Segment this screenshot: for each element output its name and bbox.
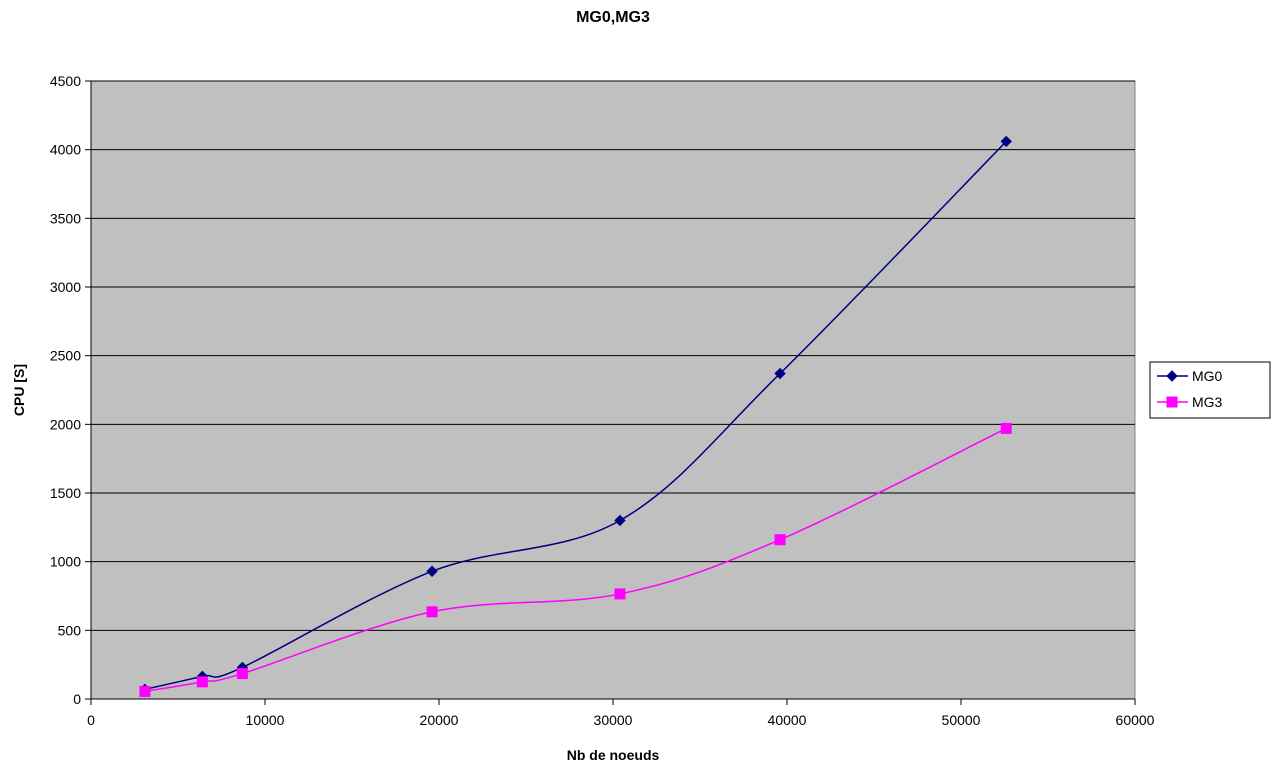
x-tick-label: 40000 — [768, 712, 807, 728]
data-point-mg0 — [1000, 135, 1012, 148]
x-tick-label: 60000 — [1116, 712, 1155, 728]
y-tick-label: 4000 — [50, 142, 81, 158]
y-tick-label: 500 — [58, 622, 82, 638]
data-point-mg3 — [236, 668, 248, 680]
data-point-mg3 — [426, 606, 438, 618]
gridlines — [91, 80, 1135, 631]
y-tick-label: 2000 — [50, 416, 81, 432]
plot-area — [90, 80, 1136, 700]
y-axis-title: CPU [S] — [11, 364, 27, 416]
legend-box — [1149, 361, 1271, 419]
series-markers — [139, 135, 1012, 697]
data-point-mg3 — [1000, 422, 1012, 434]
y-tick-label: 3500 — [50, 210, 81, 226]
series-lines — [144, 140, 1007, 693]
x-tick-label: 50000 — [942, 712, 981, 728]
data-point-mg3 — [139, 685, 151, 697]
x-tick-label: 0 — [87, 712, 95, 728]
x-tick-label: 20000 — [420, 712, 459, 728]
x-tick-labels: 0 10000 20000 30000 40000 50000 60000 — [87, 712, 1155, 728]
x-axis-title: Nb de noeuds — [567, 747, 660, 763]
data-point-mg3 — [614, 588, 626, 600]
y-tick-label: 1000 — [50, 554, 81, 570]
legend: MG0 MG3 — [1149, 361, 1271, 419]
y-tick-label: 2500 — [50, 348, 81, 364]
x-tick-label: 30000 — [594, 712, 633, 728]
y-tick-labels: 0 500 1000 1500 2000 2500 3000 3500 4000 4500 — [50, 73, 81, 707]
chart-title: MG0,MG3 — [576, 9, 650, 26]
y-tick-label: 1500 — [50, 485, 81, 501]
series-line-mg0 — [144, 140, 1007, 691]
y-tick-label: 0 — [73, 691, 81, 707]
y-tick-label: 4500 — [50, 73, 81, 89]
legend-label-mg0: MG0 — [1192, 368, 1223, 384]
data-point-mg0 — [614, 514, 626, 527]
legend-label-mg3: MG3 — [1192, 394, 1223, 410]
data-point-mg0 — [774, 367, 786, 380]
data-point-mg3 — [774, 534, 786, 546]
legend-marker-mg0 — [1166, 370, 1178, 382]
axes — [85, 80, 1136, 705]
y-tick-label: 3000 — [50, 279, 81, 295]
data-point-mg0 — [426, 565, 438, 577]
x-tick-label: 10000 — [246, 712, 285, 728]
data-point-mg3 — [196, 676, 208, 688]
legend-marker-mg3 — [1166, 396, 1178, 408]
series-line-mg3 — [144, 427, 1007, 693]
